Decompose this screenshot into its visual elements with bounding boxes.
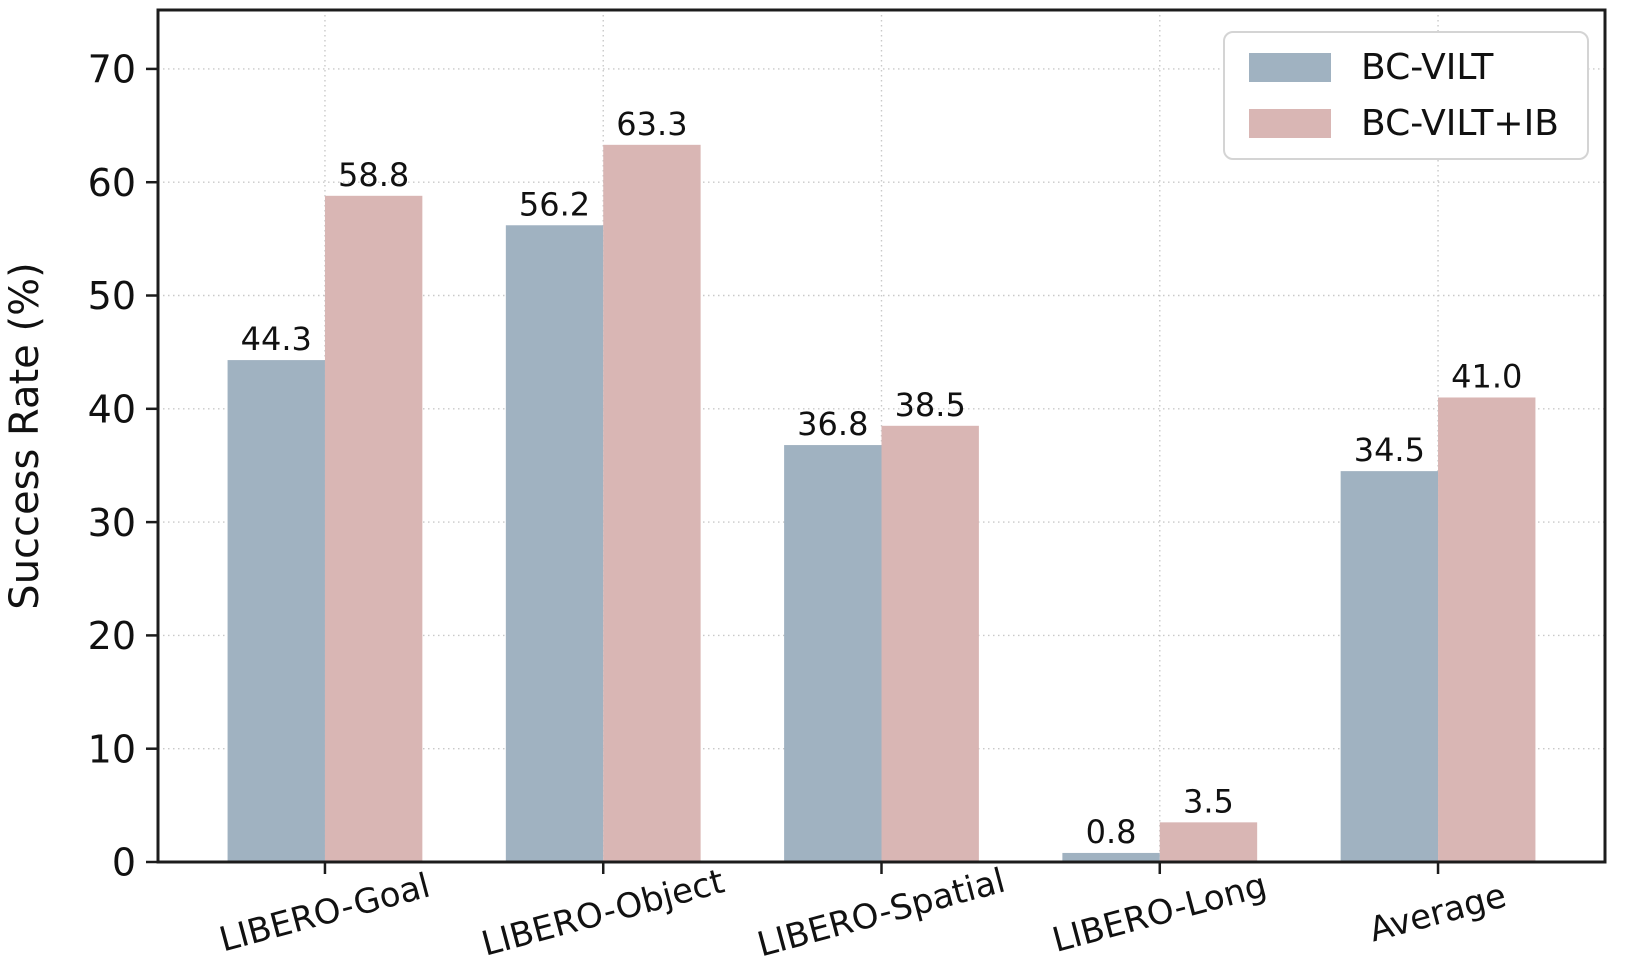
bar-value-label: 3.5	[1183, 782, 1234, 820]
x-tick-label: LIBERO-Object	[478, 861, 729, 964]
y-tick-label: 40	[88, 387, 136, 431]
bar-BC-VILT-Average	[1340, 471, 1439, 862]
bar-value-label: 0.8	[1086, 813, 1137, 851]
y-axis-label: Success Rate (%)	[2, 262, 48, 609]
legend-label: BC-VILT+IB	[1361, 102, 1559, 144]
axes	[146, 8, 1607, 874]
bar-value-label: 63.3	[616, 105, 687, 143]
bar-BC-VILT-LIBERO-Object	[505, 225, 604, 862]
y-tick-label: 70	[88, 48, 136, 92]
bar-value-label: 38.5	[895, 386, 966, 424]
bar-value-label: 56.2	[519, 185, 590, 223]
bars	[227, 144, 1536, 862]
bar-value-label: 58.8	[338, 156, 409, 194]
bar-value-label: 34.5	[1354, 431, 1425, 469]
legend-item-bc-vilt-ib: BC-VILT+IB	[1249, 102, 1563, 144]
x-tick-label: Average	[1365, 876, 1510, 951]
bar-BC-VILT-LIBERO-Long	[1062, 852, 1160, 862]
bar-BC-VILT+IB-LIBERO-Goal	[324, 195, 423, 862]
bar-BC-VILT-LIBERO-Goal	[227, 360, 325, 862]
x-tick-label: LIBERO-Long	[1048, 865, 1271, 960]
bar-BC-VILT-LIBERO-Spatial	[784, 445, 882, 862]
y-tick-label: 30	[88, 501, 136, 545]
bar-BC-VILT+IB-LIBERO-Spatial	[881, 425, 979, 862]
y-tick-label: 20	[88, 614, 136, 658]
y-tick-label: 60	[88, 161, 136, 205]
bar-value-label: 36.8	[797, 405, 868, 443]
bar-value-label: 44.3	[241, 320, 312, 358]
x-tick-label: LIBERO-Goal	[215, 866, 434, 961]
x-tick-label: LIBERO-Spatial	[753, 861, 1009, 965]
y-tick-label: 10	[88, 727, 136, 771]
bar-value-label: 41.0	[1451, 357, 1522, 395]
y-tick-label: 0	[112, 841, 136, 885]
legend-swatch	[1249, 108, 1331, 138]
legend-swatch	[1249, 53, 1331, 83]
legend-item-bc-vilt: BC-VILT	[1249, 48, 1563, 88]
y-tick-label: 50	[88, 274, 136, 318]
bar-BC-VILT+IB-Average	[1438, 397, 1536, 862]
legend-label: BC-VILT	[1361, 47, 1494, 88]
bar-BC-VILT+IB-LIBERO-Object	[603, 144, 701, 862]
legend: BC-VILT BC-VILT+IB	[1223, 31, 1589, 161]
bar-BC-VILT+IB-LIBERO-Long	[1159, 822, 1258, 862]
